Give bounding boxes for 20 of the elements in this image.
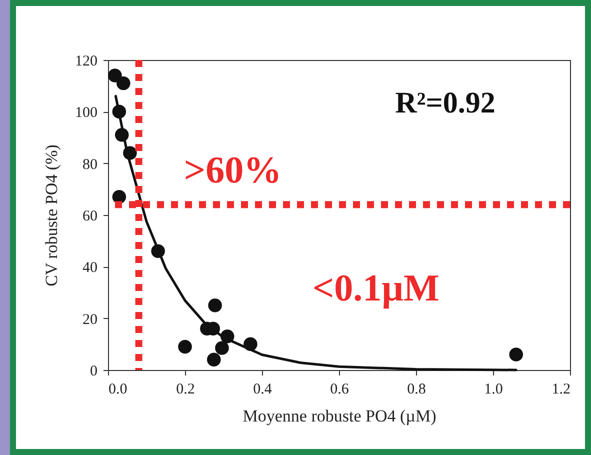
x-tick-label: 0.2 (176, 382, 195, 398)
y-tick-label: 100 (75, 105, 98, 122)
y-tick-label: 120 (75, 54, 98, 70)
x-tick-label: 0.0 (108, 382, 128, 398)
y-tick-label: 60 (82, 208, 98, 224)
annotation: <0.1µM (312, 267, 440, 310)
y-tick-label: 40 (82, 260, 98, 276)
x-tick-label: 0.6 (330, 382, 350, 398)
annotation: >60% (184, 150, 282, 192)
annotation: R²=0.92 (395, 86, 496, 120)
x-tick-label: 1.0 (484, 382, 503, 398)
x-tick-label: 0.4 (253, 382, 272, 398)
y-tick-label: 20 (82, 312, 98, 328)
y-axis-title: CV robuste PO4 (%) (42, 144, 61, 286)
y-tick-label: 80 (82, 156, 98, 173)
x-axis-title: Moyenne robuste PO4 (µM) (242, 406, 436, 426)
x-tick-label: 1.2 (552, 382, 570, 398)
y-tick-label: 0 (90, 364, 98, 380)
x-tick-label: 0.8 (407, 382, 426, 398)
line-series (114, 94, 518, 372)
